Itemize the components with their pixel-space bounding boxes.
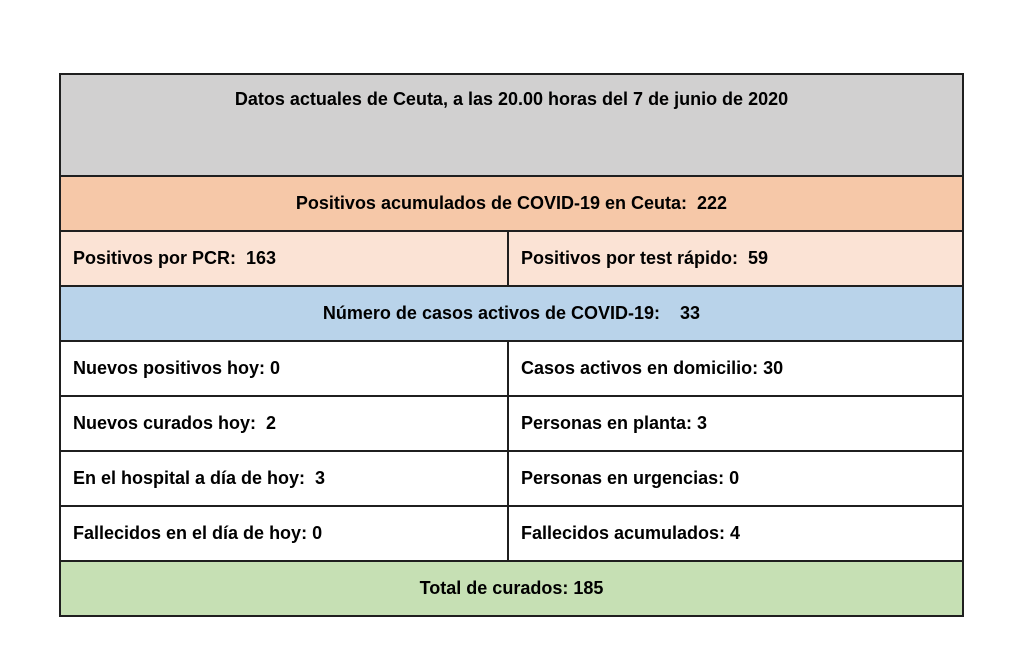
header-title-cell: Datos actuales de Ceuta, a las 20.00 hor… (59, 73, 964, 177)
cell-total-curados: Total de curados: 185 (59, 560, 964, 617)
table-row: Total de curados: 185 (59, 560, 964, 617)
cell-nuevos-curados-hoy: Nuevos curados hoy: 2 (59, 395, 509, 452)
cell-positivos-pcr: Positivos por PCR: 163 (59, 230, 509, 287)
table-row: Nuevos curados hoy: 2 Personas en planta… (59, 395, 964, 452)
table-row: Fallecidos en el día de hoy: 0 Fallecido… (59, 505, 964, 562)
cell-casos-activos-domicilio: Casos activos en domicilio: 30 (507, 340, 964, 397)
table-row: Positivos acumulados de COVID-19 en Ceut… (59, 175, 964, 232)
table-row: Número de casos activos de COVID-19: 33 (59, 285, 964, 342)
cell-positivos-test-rapido: Positivos por test rápido: 59 (507, 230, 964, 287)
table-row: Nuevos positivos hoy: 0 Casos activos en… (59, 340, 964, 397)
cell-positivos-acumulados: Positivos acumulados de COVID-19 en Ceut… (59, 175, 964, 232)
cell-personas-en-urgencias: Personas en urgencias: 0 (507, 450, 964, 507)
table-row: Datos actuales de Ceuta, a las 20.00 hor… (59, 73, 964, 177)
cell-en-hospital-hoy: En el hospital a día de hoy: 3 (59, 450, 509, 507)
covid-data-table: Datos actuales de Ceuta, a las 20.00 hor… (59, 73, 964, 617)
cell-fallecidos-hoy: Fallecidos en el día de hoy: 0 (59, 505, 509, 562)
table-row: En el hospital a día de hoy: 3 Personas … (59, 450, 964, 507)
cell-fallecidos-acumulados: Fallecidos acumulados: 4 (507, 505, 964, 562)
cell-casos-activos: Número de casos activos de COVID-19: 33 (59, 285, 964, 342)
cell-nuevos-positivos-hoy: Nuevos positivos hoy: 0 (59, 340, 509, 397)
cell-personas-en-planta: Personas en planta: 3 (507, 395, 964, 452)
table-row: Positivos por PCR: 163 Positivos por tes… (59, 230, 964, 287)
